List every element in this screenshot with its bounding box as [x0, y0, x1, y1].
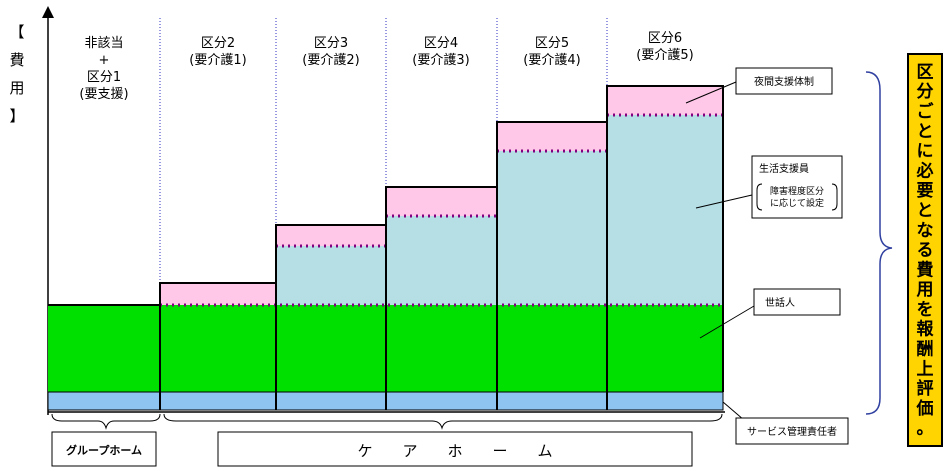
side-note-char: 評	[917, 378, 934, 399]
callout-leader	[685, 81, 737, 104]
side-note-char: 報	[917, 319, 935, 340]
night-support-band	[386, 187, 497, 216]
caretaker-label: 世話人	[765, 296, 795, 309]
side-note-char: と	[917, 201, 934, 221]
side-note-char: る	[917, 241, 934, 261]
side-note-char: な	[917, 221, 934, 241]
band-boundaries	[160, 113, 723, 307]
side-note-char: 上	[917, 359, 934, 379]
side-note-char: 用	[917, 280, 934, 300]
axis-label-char: 】	[9, 107, 24, 125]
callout-leader	[695, 194, 753, 209]
category-label: 区分2 (要介護1)	[189, 36, 246, 68]
side-note-box	[907, 53, 943, 447]
night-support-band	[497, 122, 607, 151]
axis-label-char: 用	[9, 79, 24, 97]
callout-leader	[699, 305, 755, 339]
group-home-label: グループホーム	[66, 443, 142, 457]
group-home-brace	[51, 413, 161, 430]
life-support-band	[386, 216, 497, 305]
category-label: 区分5 (要介護4)	[523, 36, 580, 68]
life-support-callout	[751, 155, 843, 219]
service-manager-callout	[735, 417, 849, 445]
step-outline	[48, 85, 724, 410]
side-note-char: 費	[917, 259, 934, 280]
night-support-band	[160, 283, 276, 305]
care-home-box	[217, 431, 693, 467]
right-brace	[865, 71, 893, 415]
night-support-callout	[735, 67, 833, 95]
side-note-char: 分	[917, 82, 934, 102]
life-support-note-bracket	[756, 183, 838, 211]
life-support-note: 障害程度区分に応じて設定	[770, 185, 824, 209]
life-support-band	[276, 246, 386, 305]
callout-leader	[722, 401, 745, 421]
category-label: 区分3 (要介護2)	[302, 36, 359, 68]
side-note-char: を	[917, 300, 934, 320]
side-note-char: 要	[917, 181, 934, 201]
night-support-band	[607, 86, 723, 115]
life-support-band	[497, 151, 607, 305]
side-note-char: 。	[917, 419, 934, 439]
life-support-band	[607, 115, 723, 305]
side-note-char: に	[917, 142, 934, 162]
side-note-char: ご	[917, 101, 935, 122]
care-home-label: ケ ア ホ ー ム	[357, 442, 552, 460]
service-manager-label: サービス管理責任者	[747, 425, 837, 438]
side-note-char: 必	[916, 160, 934, 181]
night-support-band	[276, 225, 386, 246]
category-labels: 非該当+区分1 (要支援) 区分2 (要介護1) 区分3 (要介護2) 区分4 (要介護…	[79, 31, 693, 102]
axis-label-char: 費	[9, 51, 24, 69]
side-note-char: と	[917, 122, 934, 142]
category-label: 区分6 (要介護5)	[636, 31, 693, 63]
care-home-brace	[163, 413, 723, 430]
caretaker-callout	[753, 288, 841, 316]
column-dividers	[159, 18, 608, 283]
axis-label-char: 【	[9, 23, 24, 41]
life-support-label: 生活支援員	[759, 162, 809, 175]
category-label: 区分4 (要介護3)	[412, 36, 469, 68]
night-support-label: 夜間支援体制	[754, 75, 814, 88]
side-note-char: 区	[917, 62, 934, 82]
group-home-box	[51, 431, 157, 467]
side-note-char: 酬	[917, 340, 934, 360]
side-note-char: 価	[916, 398, 934, 419]
category-label: 非該当+区分1 (要支援)	[79, 35, 128, 102]
service-manager-outline	[47, 391, 724, 411]
